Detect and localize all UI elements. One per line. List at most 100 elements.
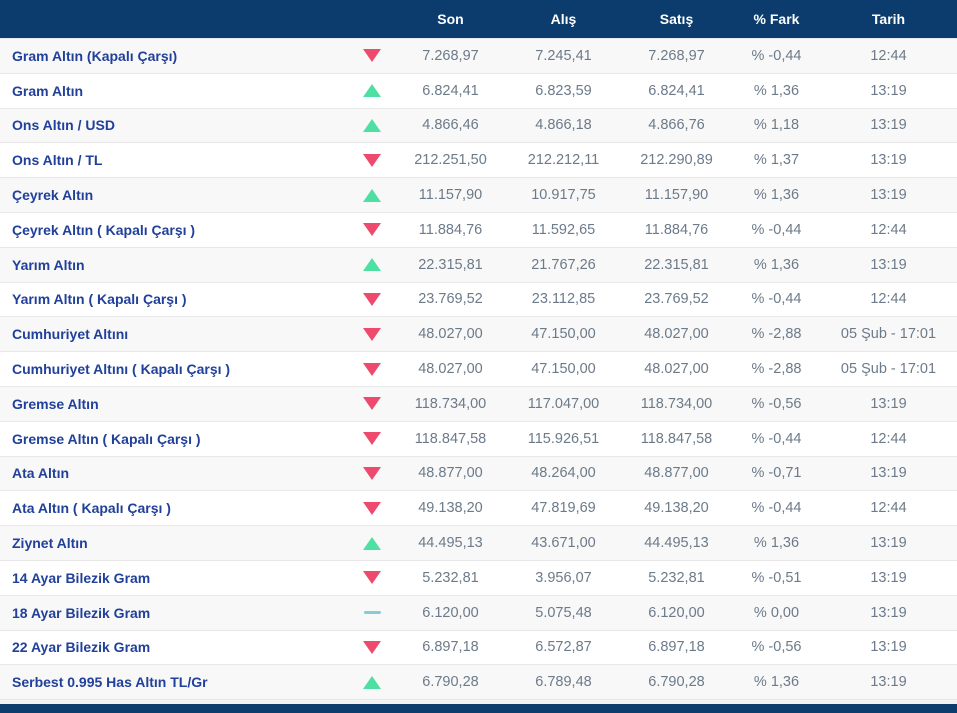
trend-cell xyxy=(350,292,394,306)
trend-cell xyxy=(350,501,394,515)
tarih-value: 05 Şub - 17:01 xyxy=(840,326,937,343)
table-footer-bar xyxy=(0,704,957,713)
son-value: 6.824,41 xyxy=(422,82,479,99)
tarih-value: 13:19 xyxy=(870,256,907,273)
fark-value: % -0,44 xyxy=(751,291,802,308)
table-row[interactable]: Çeyrek Altın ( Kapalı Çarşı ) 11.884,76 11… xyxy=(0,211,957,247)
trend-down-icon xyxy=(363,362,381,376)
satis-value: 44.495,13 xyxy=(644,535,709,552)
trend-cell xyxy=(350,675,394,689)
table-row[interactable]: Gremse Altın ( Kapalı Çarşı ) 118.847,58 1… xyxy=(0,420,957,456)
son-value: 49.138,20 xyxy=(418,500,483,517)
fark-value: % -2,88 xyxy=(751,361,802,378)
instrument-name[interactable]: Çeyrek Altın ( Kapalı Çarşı ) xyxy=(12,221,196,238)
son-value: 118.847,58 xyxy=(414,430,487,447)
table-row[interactable]: Serbest 0.995 Has Altın TL/Gr 6.790,28 6.7… xyxy=(0,664,957,700)
fark-value: % 1,36 xyxy=(753,535,800,552)
son-value: 118.734,00 xyxy=(414,395,487,412)
fark-value: % 1,36 xyxy=(753,256,800,273)
satis-value: 4.866,76 xyxy=(648,117,705,134)
table-row[interactable]: Yarım Altın ( Kapalı Çarşı ) 23.769,52 23.… xyxy=(0,281,957,317)
fark-value: % -0,44 xyxy=(751,47,802,64)
son-value: 5.232,81 xyxy=(422,569,479,586)
satis-value: 49.138,20 xyxy=(644,500,709,517)
trend-cell xyxy=(350,49,394,63)
trend-up-icon xyxy=(363,84,381,98)
instrument-name[interactable]: Yarım Altın ( Kapalı Çarşı ) xyxy=(12,291,187,308)
son-value: 6.790,28 xyxy=(422,674,479,691)
alis-value: 7.245,41 xyxy=(535,47,592,64)
instrument-name[interactable]: Serbest 0.995 Has Altın TL/Gr xyxy=(12,674,208,691)
instrument-name[interactable]: Ziynet Altın xyxy=(12,535,88,552)
table-row[interactable]: Ata Altın 48.877,00 48.264,00 48.877,00 % -0… xyxy=(0,455,957,491)
instrument-name[interactable]: Cumhuriyet Altını ( Kapalı Çarşı ) xyxy=(12,361,231,378)
instrument-name[interactable]: Gremse Altın xyxy=(12,395,99,412)
table-row[interactable]: Yarım Altın 22.315,81 21.767,26 22.315,81 % … xyxy=(0,246,957,282)
trend-down-icon xyxy=(363,501,381,515)
alis-value: 11.592,65 xyxy=(531,221,596,238)
table-row[interactable]: Çeyrek Altın 11.157,90 10.917,75 11.157,90%… xyxy=(0,177,957,212)
trend-down-icon xyxy=(363,432,381,446)
table-header-row: Son Alış Satış % Fark Tarih xyxy=(0,0,957,38)
table-row[interactable]: 14 Ayar Bilezik Gram 5.232,81 3.956,07 5.23… xyxy=(0,559,957,595)
trend-down-icon xyxy=(363,571,381,585)
alis-value: 115.926,51 xyxy=(527,430,600,447)
table-row[interactable]: Ziynet Altın 44.495,13 43.671,00 44.495,13%… xyxy=(0,525,957,560)
trend-down-icon xyxy=(363,153,381,167)
instrument-name[interactable]: Ons Altın / TL xyxy=(12,152,103,169)
trend-cell xyxy=(350,153,394,167)
instrument-name[interactable]: Ons Altın / USD xyxy=(12,117,115,134)
satis-value: 7.268,97 xyxy=(648,47,705,64)
tarih-value: 12:44 xyxy=(870,221,907,238)
column-header-alis: Alış xyxy=(550,11,577,27)
instrument-name[interactable]: 22 Ayar Bilezik Gram xyxy=(12,639,151,656)
table-row[interactable]: 18 Ayar Bilezik Gram 6.120,00 5.075,48 6.12… xyxy=(0,594,957,630)
table-row[interactable]: Gram Altın (Kapalı Çarşı) 7.268,97 7.245,4… xyxy=(0,38,957,73)
satis-value: 6.790,28 xyxy=(648,674,705,691)
instrument-name[interactable]: 18 Ayar Bilezik Gram xyxy=(12,604,151,621)
trend-up-icon xyxy=(363,258,381,272)
alis-value: 47.819,69 xyxy=(531,500,596,517)
table-row[interactable]: Cumhuriyet Altını ( Kapalı Çarşı ) 48.027… xyxy=(0,351,957,386)
fark-value: % -0,71 xyxy=(751,465,802,482)
column-header-son: Son xyxy=(437,11,464,27)
son-value: 212.251,50 xyxy=(414,152,487,169)
trend-down-icon xyxy=(363,397,381,411)
table-row[interactable]: 22 Ayar Bilezik Gram 6.897,18 6.572,87 6.89… xyxy=(0,629,957,665)
instrument-name[interactable]: Cumhuriyet Altını xyxy=(12,326,129,343)
table-row[interactable]: Ons Altın / USD 4.866,46 4.866,18 4.866,76%… xyxy=(0,107,957,143)
table-row[interactable]: Ons Altın / TL 212.251,50 212.212,11 212.29… xyxy=(0,142,957,178)
satis-value: 48.877,00 xyxy=(644,465,709,482)
alis-value: 212.212,11 xyxy=(527,152,600,169)
table-row[interactable]: Ata Altın ( Kapalı Çarşı ) 49.138,20 47.81… xyxy=(0,490,957,526)
alis-value: 3.956,07 xyxy=(535,569,592,586)
instrument-name[interactable]: Ata Altın xyxy=(12,465,70,482)
table-row[interactable]: Gram Altın 6.824,41 6.823,59 6.824,41 % 1,36… xyxy=(0,72,957,108)
tarih-value: 12:44 xyxy=(870,500,907,517)
tarih-value: 13:19 xyxy=(870,152,907,169)
instrument-name[interactable]: Gremse Altın ( Kapalı Çarşı ) xyxy=(12,430,201,447)
table-row[interactable]: Gremse Altın 118.734,00 117.047,00 118.734,… xyxy=(0,385,957,421)
column-header-tarih: Tarih xyxy=(871,11,906,27)
tarih-value: 13:19 xyxy=(870,187,907,204)
tarih-value: 13:19 xyxy=(870,82,907,99)
fark-value: % -0,44 xyxy=(751,221,802,238)
tarih-value: 12:44 xyxy=(870,430,907,447)
column-header-fark: % Fark xyxy=(753,11,800,27)
instrument-name[interactable]: Çeyrek Altın xyxy=(12,187,94,204)
son-value: 22.315,81 xyxy=(418,256,483,273)
instrument-name[interactable]: Ata Altın ( Kapalı Çarşı ) xyxy=(12,500,171,517)
son-value: 48.027,00 xyxy=(418,326,483,343)
table-row[interactable]: Cumhuriyet Altını 48.027,00 47.150,00 48.02… xyxy=(0,316,957,352)
trend-cell xyxy=(350,362,394,376)
instrument-name[interactable]: Yarım Altın xyxy=(12,256,85,273)
instrument-name[interactable]: Gram Altın (Kapalı Çarşı) xyxy=(12,47,178,64)
instrument-name[interactable]: 14 Ayar Bilezik Gram xyxy=(12,569,151,586)
alis-value: 117.047,00 xyxy=(527,395,600,412)
son-value: 44.495,13 xyxy=(418,535,483,552)
alis-value: 47.150,00 xyxy=(531,361,596,378)
instrument-name[interactable]: Gram Altın xyxy=(12,82,84,99)
alis-value: 21.767,26 xyxy=(531,256,596,273)
satis-value: 48.027,00 xyxy=(644,326,709,343)
fark-value: % 1,36 xyxy=(753,674,800,691)
